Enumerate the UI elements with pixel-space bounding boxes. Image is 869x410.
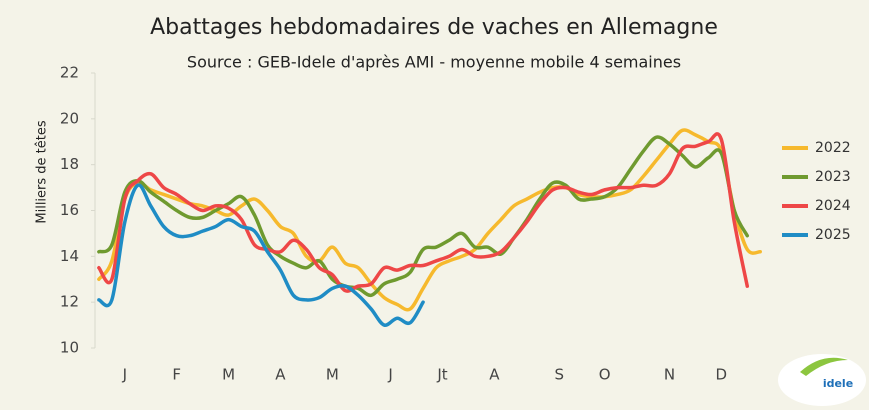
x-tick-label: F <box>172 366 181 384</box>
x-tick-label: N <box>664 366 675 384</box>
legend-label: 2025 <box>815 227 851 243</box>
legend-label: 2023 <box>815 169 851 185</box>
y-tick-label: 14 <box>60 247 79 265</box>
chart-subtitle: Source : GEB-Idele d'après AMI - moyenne… <box>187 53 681 72</box>
x-tick-label: A <box>275 366 286 384</box>
x-tick-label: M <box>326 366 339 384</box>
series-line <box>97 132 750 293</box>
x-tick-label: J <box>122 366 127 384</box>
chart-title: Abattages hebdomadaires de vaches en All… <box>150 15 718 40</box>
legend-label: 2024 <box>815 198 851 214</box>
series-line <box>97 183 425 327</box>
y-axis-label: Milliers de têtes <box>35 120 50 223</box>
y-tick-label: 10 <box>60 339 79 357</box>
y-tick-label: 22 <box>60 64 79 82</box>
y-tick-label: 16 <box>60 201 79 219</box>
x-tick-label: D <box>716 366 728 384</box>
x-tick-label: J <box>387 366 392 384</box>
y-tick-label: 12 <box>60 293 79 311</box>
logo-text: idele <box>823 377 853 390</box>
y-tick-label: 18 <box>60 155 79 173</box>
legend-label: 2022 <box>815 140 851 156</box>
logo-background <box>778 354 866 406</box>
x-tick-label: S <box>554 366 564 384</box>
x-tick-label: O <box>599 366 611 384</box>
x-tick-label: M <box>222 366 235 384</box>
x-tick-label: Jt <box>436 366 447 384</box>
y-tick-label: 20 <box>60 109 79 127</box>
x-tick-label: A <box>489 366 500 384</box>
logo-swoosh <box>800 357 848 376</box>
logo: idele <box>778 354 866 406</box>
series-line <box>97 135 750 298</box>
